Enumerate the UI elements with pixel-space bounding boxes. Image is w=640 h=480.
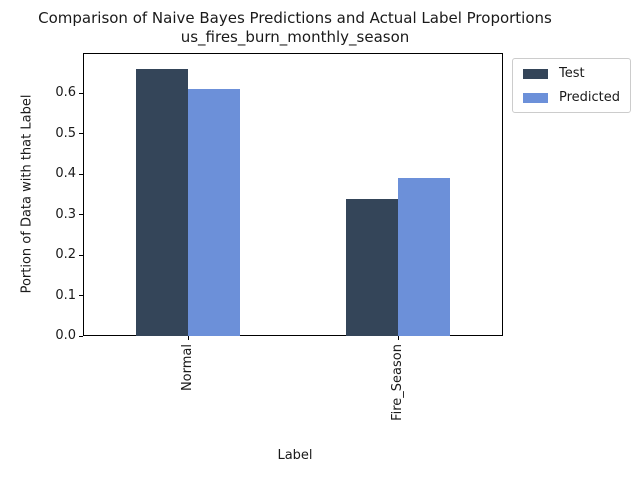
legend: Test Predicted: [512, 58, 632, 113]
x-tick-mark: [187, 336, 189, 340]
legend-label: Predicted: [559, 90, 621, 105]
y-tick-mark: [79, 214, 83, 216]
legend-swatch-test: [523, 68, 548, 79]
y-tick-label: 0.6: [55, 85, 76, 101]
y-tick-label: 0.4: [55, 166, 76, 182]
legend-label: Test: [559, 66, 585, 81]
y-tick-mark: [79, 92, 83, 94]
y-tick-mark: [79, 295, 83, 297]
y-tick-label: 0.5: [55, 125, 76, 141]
x-tick-mark: [397, 336, 399, 340]
y-axis-title: Portion of Data with that Label: [19, 94, 35, 294]
chart-title-line2: us_fires_burn_monthly_season: [180, 28, 410, 46]
chart-title: Comparison of Naive Bayes Predictions an…: [38, 9, 552, 47]
bar-test-fire_season: [346, 198, 398, 336]
y-tick-label: 0.3: [55, 206, 76, 222]
bar-test-normal: [136, 69, 188, 336]
y-tick-label: 0.1: [55, 287, 76, 303]
chart-title-line1: Comparison of Naive Bayes Predictions an…: [38, 9, 552, 27]
bar-predicted-normal: [188, 89, 240, 336]
x-axis-title: Label: [277, 448, 313, 463]
y-tick-mark: [79, 254, 83, 256]
legend-item-test: Test: [523, 66, 620, 81]
x-tick-label: Normal: [180, 344, 195, 392]
y-tick-mark: [79, 335, 83, 337]
y-tick-label: 0.2: [55, 247, 76, 263]
y-tick-mark: [79, 133, 83, 135]
x-tick-label: Fire_Season: [390, 344, 405, 421]
bar-predicted-fire_season: [398, 178, 450, 336]
legend-swatch-predicted: [523, 92, 548, 103]
legend-item-predicted: Predicted: [523, 90, 620, 105]
y-tick-mark: [79, 173, 83, 175]
y-tick-label: 0.0: [55, 328, 76, 343]
